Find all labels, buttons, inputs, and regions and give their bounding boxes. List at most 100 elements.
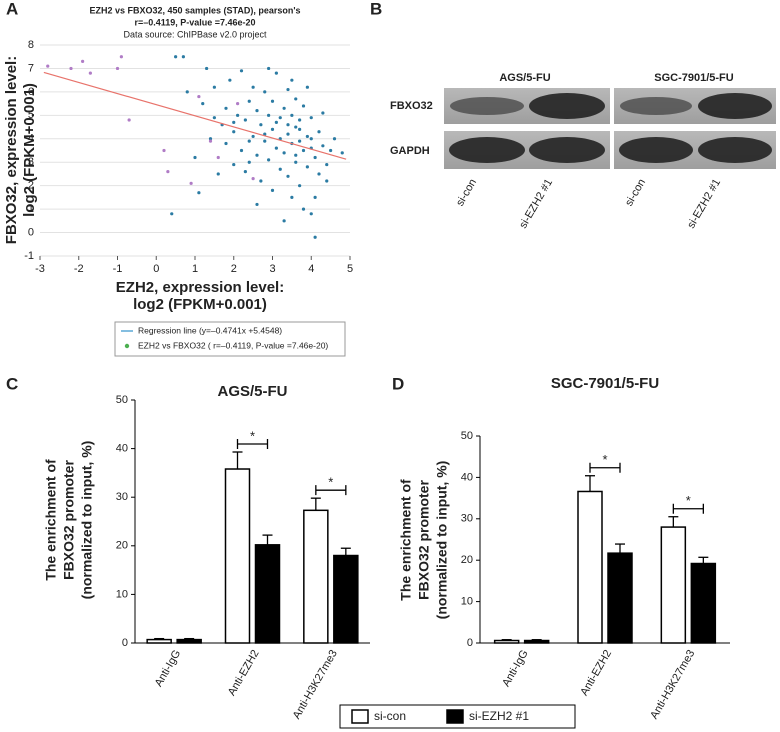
chart-title: Data source: ChIPBase v2.0 project <box>123 29 267 39</box>
point <box>263 90 267 94</box>
point <box>270 127 275 131</box>
point <box>274 71 278 75</box>
blot-band <box>529 93 605 119</box>
significance-label: * <box>250 428 255 443</box>
y-tick-label: 6 <box>28 86 34 98</box>
point <box>216 172 220 176</box>
significance-label: * <box>328 475 333 490</box>
blot-band <box>620 97 692 115</box>
legend-text: si-EZH2 #1 <box>469 709 529 723</box>
point <box>212 85 216 89</box>
x-tick-label: 5 <box>347 263 353 275</box>
point <box>193 155 197 160</box>
y-tick-label: 10 <box>116 588 128 600</box>
point <box>340 151 344 155</box>
x-tick-label: Anti-IgG <box>500 648 531 689</box>
x-tick-label: Anti-EZH2 <box>226 648 262 698</box>
point <box>255 153 259 157</box>
point <box>298 127 302 131</box>
point <box>251 85 255 89</box>
blot-row-label: GAPDH <box>390 145 430 157</box>
point <box>243 118 247 122</box>
x-axis-label: EZH2, expression level: <box>116 279 284 296</box>
legend-swatch <box>446 709 464 724</box>
chart-title: SGC-7901/5-FU <box>551 375 659 392</box>
point <box>239 69 244 73</box>
point <box>325 162 329 167</box>
point <box>286 174 290 178</box>
y-axis-label: (normalized to input, %) <box>434 461 450 620</box>
point <box>298 139 302 143</box>
point <box>255 202 259 207</box>
significance-bracket <box>315 485 347 496</box>
point <box>212 116 216 120</box>
point <box>267 66 271 71</box>
point <box>325 179 329 183</box>
bar <box>303 509 329 644</box>
y-tick-label: 0 <box>122 637 128 649</box>
legend-marker <box>124 343 130 349</box>
y-axis-label: FBXO32 promoter <box>61 460 77 580</box>
point <box>290 195 294 199</box>
blot-band <box>698 93 772 119</box>
point <box>228 78 232 82</box>
y-axis-label: log2 (FPKM+0.001) <box>21 83 38 217</box>
point <box>278 116 282 120</box>
y-tick-label: 0 <box>28 226 34 238</box>
panel-label: A <box>6 0 18 18</box>
blot-band <box>450 97 524 115</box>
blot-row-label: FBXO32 <box>390 100 433 112</box>
point <box>270 188 275 192</box>
point <box>267 158 271 162</box>
point <box>282 219 286 223</box>
point <box>88 71 92 75</box>
point <box>208 137 213 141</box>
legend-text: si-con <box>374 709 406 723</box>
blot: AGS/5-FU SGC-7901/5-FU FBXO32 GAPDH si-c… <box>390 72 776 231</box>
chart-title: EZH2 vs FBXO32, 450 samples (STAD), pear… <box>89 5 300 15</box>
point <box>309 116 313 120</box>
point <box>197 94 201 99</box>
point <box>313 235 317 239</box>
point <box>294 125 298 129</box>
y-tick-label: 1 <box>28 203 34 215</box>
point <box>317 130 321 134</box>
lane-label: si-EZH2 #1 <box>517 177 555 231</box>
x-tick-label: 1 <box>192 263 198 275</box>
point <box>232 130 236 134</box>
bar <box>176 638 202 644</box>
bar <box>333 554 359 644</box>
point <box>259 179 263 183</box>
point <box>243 170 247 174</box>
point <box>162 148 166 153</box>
point <box>321 111 325 115</box>
significance-label: * <box>602 452 607 467</box>
point <box>46 64 50 68</box>
point <box>309 212 313 216</box>
point <box>332 137 337 141</box>
bar <box>607 552 633 644</box>
point <box>313 195 317 199</box>
point <box>255 109 259 113</box>
point <box>201 102 205 106</box>
bar <box>690 562 717 644</box>
y-axis-label: FBXO32 promoter <box>416 480 432 600</box>
bar <box>523 639 550 644</box>
y-axis-label: The enrichment of <box>398 479 414 601</box>
bar <box>493 639 520 644</box>
significance-bracket <box>236 439 269 450</box>
point <box>185 90 189 94</box>
y-tick-label: 50 <box>461 430 473 442</box>
point <box>270 99 275 103</box>
point <box>236 113 240 117</box>
legend-swatch <box>351 709 369 724</box>
panel-label: B <box>370 0 382 18</box>
point <box>305 165 309 169</box>
point <box>224 141 228 146</box>
y-tick-label: -1 <box>24 250 34 262</box>
point <box>274 120 278 124</box>
y-tick-label: 30 <box>116 491 128 503</box>
point <box>278 167 282 171</box>
